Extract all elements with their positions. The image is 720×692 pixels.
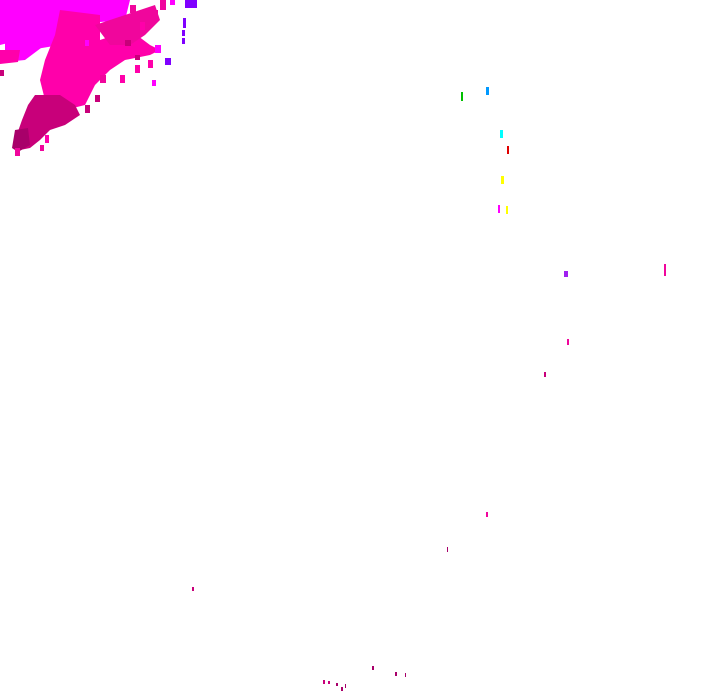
radar-echo	[60, 118, 65, 124]
radar-echo	[192, 587, 194, 591]
radar-echo	[405, 673, 406, 677]
radar-echo	[170, 0, 175, 5]
radar-echo	[486, 87, 489, 95]
radar-echo	[125, 40, 131, 46]
radar-echo-violet	[182, 30, 185, 36]
radar-echo	[120, 75, 125, 83]
radar-echo-violet	[185, 0, 197, 8]
radar-echo	[85, 105, 90, 113]
radar-echo	[150, 10, 158, 22]
radar-echo	[85, 40, 89, 46]
radar-echo-violet	[183, 18, 186, 28]
radar-echo	[506, 206, 508, 214]
radar-echo	[486, 512, 488, 517]
radar-echo	[100, 75, 106, 83]
radar-echo	[664, 264, 666, 276]
radar-echo	[135, 55, 140, 60]
radar-echo	[110, 0, 118, 8]
radar-echo	[130, 5, 136, 13]
radar-echo	[544, 372, 546, 377]
radar-echo	[152, 80, 156, 86]
echo-deep-pink	[12, 128, 30, 152]
echo-pink	[95, 5, 160, 45]
radar-echo	[447, 547, 448, 552]
radar-echo	[372, 666, 374, 670]
radar-echo	[0, 70, 4, 76]
echo-pink	[0, 50, 20, 64]
radar-echo-violet	[182, 38, 185, 44]
radar-echo	[160, 0, 166, 10]
radar-echo	[148, 60, 153, 68]
radar-echo-violet	[165, 58, 171, 65]
radar-echo	[567, 339, 569, 345]
radar-echo	[95, 95, 100, 102]
radar-echo	[45, 135, 49, 143]
radar-echo	[395, 672, 397, 676]
radar-echo	[500, 130, 503, 138]
radar-echo	[341, 687, 343, 691]
radar-echo	[140, 22, 145, 30]
radar-echo	[507, 146, 509, 154]
radar-echo	[336, 683, 338, 686]
radar-echo	[501, 176, 504, 184]
storm-cell-main	[0, 0, 160, 152]
radar-echo	[498, 205, 500, 213]
radar-echo	[135, 65, 140, 73]
radar-echo	[40, 145, 44, 151]
radar-echo	[15, 148, 20, 156]
radar-echo	[564, 271, 568, 277]
radar-echoes	[0, 0, 666, 691]
radar-echo	[323, 680, 325, 684]
echo-dark-pink	[15, 95, 80, 150]
radar-echo	[328, 681, 330, 684]
radar-echo	[155, 45, 161, 53]
radar-echo	[461, 92, 463, 101]
radar-echo	[345, 684, 346, 688]
